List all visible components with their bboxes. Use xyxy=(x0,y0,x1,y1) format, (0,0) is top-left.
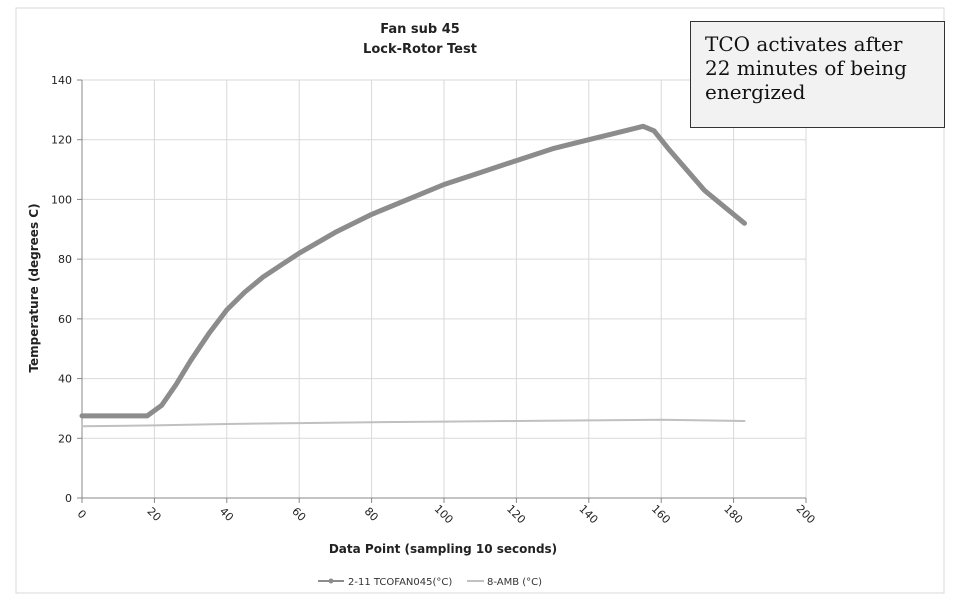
legend-marker-tco xyxy=(328,578,334,584)
chart-border xyxy=(15,7,945,594)
y-axis-label: Temperature (degrees C) xyxy=(27,203,41,372)
legend-label-tco: 2-11 TCOFAN045(°C) xyxy=(348,577,452,588)
legend: 2-11 TCOFAN045(°C) 8-AMB (°C) xyxy=(318,577,542,588)
series-line-tco xyxy=(79,123,747,419)
chart-subtitle: Lock-Rotor Test xyxy=(363,42,477,57)
legend-label-amb: 8-AMB (°C) xyxy=(487,577,542,588)
y-tick-label: 100 xyxy=(51,193,72,206)
y-tick-label: 80 xyxy=(58,253,72,266)
y-tick-label: 40 xyxy=(58,373,72,386)
chart-title: Fan sub 45 xyxy=(380,22,460,37)
y-tick-label: 120 xyxy=(51,134,72,147)
annotation-callout: TCO activates after 22 minutes of being … xyxy=(690,21,945,128)
y-tick-label: 140 xyxy=(51,74,72,87)
grid-layer xyxy=(81,79,807,499)
x-axis-label: Data Point (sampling 10 seconds) xyxy=(329,542,557,556)
y-tick-label: 60 xyxy=(58,313,72,326)
y-tick-label: 0 xyxy=(65,492,72,505)
series-layer xyxy=(79,123,747,428)
series-line-amb xyxy=(81,418,746,428)
y-tick-label: 20 xyxy=(58,432,72,445)
